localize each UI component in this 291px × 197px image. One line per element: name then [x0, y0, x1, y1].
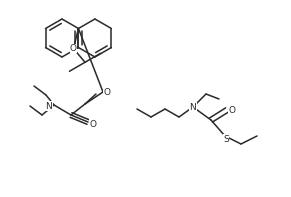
Text: O: O [104, 87, 111, 97]
Text: N: N [46, 101, 52, 111]
Text: O: O [70, 44, 77, 53]
Text: S: S [223, 135, 229, 143]
Text: O: O [228, 106, 235, 114]
Text: O: O [90, 120, 97, 128]
Text: N: N [190, 102, 196, 112]
